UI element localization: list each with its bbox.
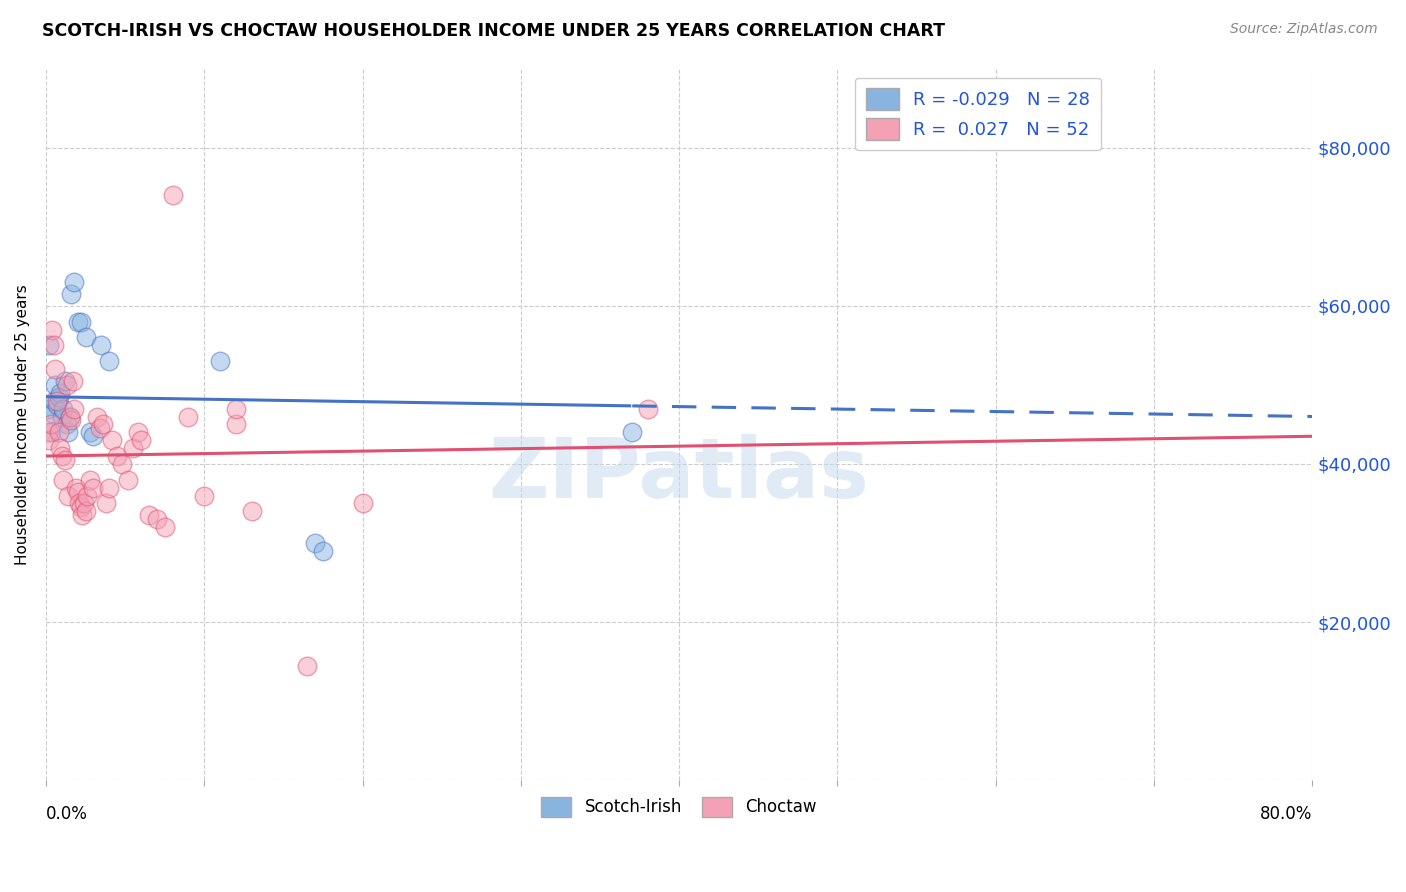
Point	[91, 417, 114, 432]
Point	[56, 425, 79, 440]
Point	[304, 536, 326, 550]
Point	[49, 441, 72, 455]
Point	[352, 496, 374, 510]
Point	[51, 409, 73, 424]
Point	[38, 434, 60, 448]
Point	[79, 473, 101, 487]
Point	[153, 520, 176, 534]
Point	[52, 473, 75, 487]
Point	[39, 425, 62, 440]
Point	[53, 453, 76, 467]
Point	[225, 417, 247, 432]
Point	[37, 425, 59, 440]
Point	[49, 385, 72, 400]
Point	[127, 425, 149, 440]
Point	[46, 398, 69, 412]
Point	[52, 401, 75, 416]
Point	[240, 504, 263, 518]
Point	[44, 377, 66, 392]
Point	[312, 544, 335, 558]
Point	[98, 481, 121, 495]
Point	[129, 434, 152, 448]
Point	[51, 449, 73, 463]
Point	[89, 421, 111, 435]
Point	[38, 338, 60, 352]
Point	[66, 484, 89, 499]
Point	[75, 504, 97, 518]
Point	[90, 338, 112, 352]
Point	[42, 393, 65, 408]
Point	[55, 417, 77, 432]
Text: Source: ZipAtlas.com: Source: ZipAtlas.com	[1230, 22, 1378, 37]
Point	[637, 401, 659, 416]
Point	[98, 354, 121, 368]
Point	[620, 425, 643, 440]
Point	[62, 374, 84, 388]
Point	[63, 275, 86, 289]
Point	[59, 409, 82, 424]
Point	[41, 322, 63, 336]
Point	[209, 354, 232, 368]
Point	[105, 449, 128, 463]
Point	[63, 401, 86, 416]
Text: ZIPatlas: ZIPatlas	[489, 434, 870, 515]
Point	[56, 489, 79, 503]
Point	[69, 315, 91, 329]
Point	[101, 434, 124, 448]
Point	[55, 377, 77, 392]
Point	[59, 409, 82, 424]
Point	[48, 390, 70, 404]
Point	[60, 287, 83, 301]
Point	[39, 417, 62, 432]
Point	[72, 508, 94, 523]
Text: 0.0%: 0.0%	[46, 805, 87, 823]
Point	[295, 658, 318, 673]
Point	[65, 481, 87, 495]
Point	[122, 441, 145, 455]
Point	[225, 401, 247, 416]
Point	[162, 188, 184, 202]
Point	[73, 496, 96, 510]
Point	[82, 481, 104, 495]
Point	[177, 409, 200, 424]
Point	[67, 496, 90, 510]
Point	[66, 315, 89, 329]
Point	[48, 425, 70, 440]
Point	[138, 508, 160, 523]
Point	[42, 338, 65, 352]
Point	[111, 457, 134, 471]
Point	[60, 413, 83, 427]
Y-axis label: Householder Income Under 25 years: Householder Income Under 25 years	[15, 284, 30, 565]
Point	[44, 362, 66, 376]
Point	[75, 330, 97, 344]
Point	[82, 429, 104, 443]
Legend: Scotch-Irish, Choctaw: Scotch-Irish, Choctaw	[533, 789, 825, 825]
Point	[53, 374, 76, 388]
Point	[146, 512, 169, 526]
Point	[94, 496, 117, 510]
Point	[46, 393, 69, 408]
Point	[86, 409, 108, 424]
Point	[79, 425, 101, 440]
Point	[193, 489, 215, 503]
Point	[76, 489, 98, 503]
Point	[41, 405, 63, 419]
Point	[69, 500, 91, 515]
Point	[117, 473, 139, 487]
Point	[37, 401, 59, 416]
Text: 80.0%: 80.0%	[1260, 805, 1312, 823]
Text: SCOTCH-IRISH VS CHOCTAW HOUSEHOLDER INCOME UNDER 25 YEARS CORRELATION CHART: SCOTCH-IRISH VS CHOCTAW HOUSEHOLDER INCO…	[42, 22, 945, 40]
